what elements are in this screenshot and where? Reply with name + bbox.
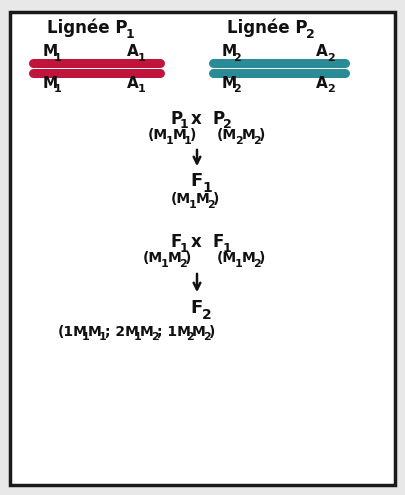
Text: 1: 1	[138, 84, 146, 94]
Text: M: M	[242, 128, 256, 142]
Text: 1: 1	[134, 332, 142, 342]
Text: 1: 1	[180, 242, 189, 254]
Text: 2: 2	[223, 118, 232, 132]
Text: F: F	[190, 299, 202, 317]
FancyBboxPatch shape	[10, 12, 395, 485]
Text: 1: 1	[54, 53, 62, 63]
Text: 1: 1	[138, 53, 146, 63]
Text: M: M	[168, 251, 182, 265]
Text: 2: 2	[253, 259, 261, 269]
Text: 2: 2	[306, 28, 315, 41]
Text: (M: (M	[148, 128, 168, 142]
Text: ; 2M: ; 2M	[105, 325, 139, 339]
Text: M: M	[222, 76, 237, 91]
Text: M: M	[242, 251, 256, 265]
Text: ): )	[190, 128, 196, 142]
Text: M: M	[173, 128, 187, 142]
Text: Lignée P: Lignée P	[227, 19, 307, 37]
Text: 2: 2	[179, 259, 187, 269]
Text: M: M	[222, 45, 237, 59]
Text: M: M	[140, 325, 154, 339]
Text: 2: 2	[233, 84, 241, 94]
Text: x: x	[191, 110, 201, 128]
Text: 2: 2	[253, 136, 261, 146]
Text: 2: 2	[207, 200, 215, 210]
Text: ): )	[259, 251, 265, 265]
Text: A: A	[316, 76, 328, 91]
Text: M: M	[43, 76, 58, 91]
Text: (M: (M	[143, 251, 163, 265]
Text: ): )	[209, 325, 215, 339]
Text: A: A	[127, 45, 139, 59]
Text: A: A	[316, 45, 328, 59]
Text: 1: 1	[189, 200, 197, 210]
Text: 2: 2	[233, 53, 241, 63]
Text: 1: 1	[202, 181, 212, 195]
Text: M: M	[43, 45, 58, 59]
Text: F: F	[190, 172, 202, 190]
Text: ): )	[259, 128, 265, 142]
Text: 1: 1	[54, 84, 62, 94]
Text: 1: 1	[82, 332, 90, 342]
Text: M: M	[196, 192, 210, 206]
Text: 1: 1	[166, 136, 174, 146]
Text: (M: (M	[171, 192, 191, 206]
Text: ): )	[185, 251, 192, 265]
Text: ): )	[213, 192, 220, 206]
Text: M: M	[192, 325, 206, 339]
Text: F: F	[170, 233, 181, 251]
Text: 2: 2	[327, 53, 335, 63]
Text: P: P	[213, 110, 225, 128]
Text: M: M	[88, 325, 102, 339]
Text: 2: 2	[203, 332, 211, 342]
Text: 2: 2	[327, 84, 335, 94]
Text: 2: 2	[186, 332, 194, 342]
Text: 1: 1	[161, 259, 169, 269]
Text: A: A	[127, 76, 139, 91]
Text: x: x	[191, 233, 201, 251]
Text: 1: 1	[126, 28, 135, 41]
Text: (M: (M	[217, 251, 237, 265]
Text: 1: 1	[184, 136, 192, 146]
Text: Lignée P: Lignée P	[47, 19, 127, 37]
Text: P: P	[170, 110, 182, 128]
Text: F: F	[213, 233, 224, 251]
Text: 1: 1	[235, 259, 243, 269]
Text: (1M: (1M	[58, 325, 88, 339]
Text: 1: 1	[223, 242, 232, 254]
Text: 2: 2	[202, 308, 212, 322]
Text: 2: 2	[235, 136, 243, 146]
Text: 1: 1	[180, 118, 189, 132]
Text: 2: 2	[151, 332, 159, 342]
Text: ; 1M: ; 1M	[157, 325, 191, 339]
Text: (M: (M	[217, 128, 237, 142]
Text: 1: 1	[99, 332, 107, 342]
